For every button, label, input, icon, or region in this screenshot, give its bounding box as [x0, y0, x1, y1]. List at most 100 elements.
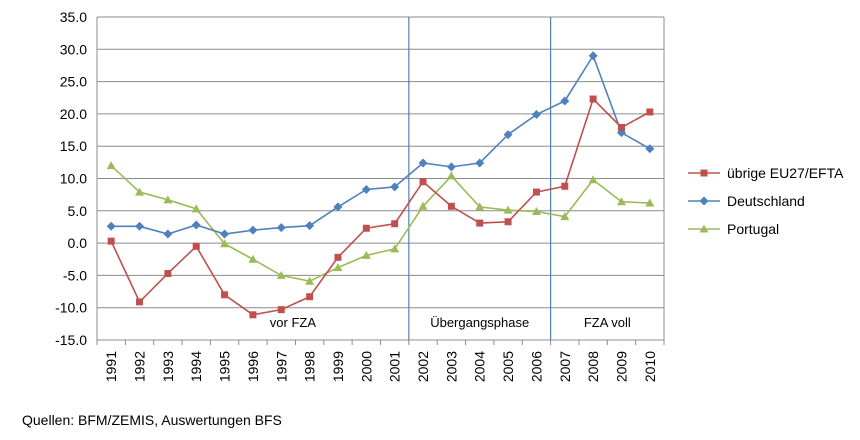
data-point	[362, 224, 370, 232]
data-point	[646, 108, 654, 116]
data-point	[361, 250, 371, 259]
data-point	[333, 202, 343, 212]
x-tick-label: 2009	[613, 351, 629, 382]
data-point	[220, 229, 230, 239]
data-point	[446, 162, 456, 172]
legend-label: Portugal	[727, 221, 779, 237]
data-point	[277, 306, 285, 314]
y-tick-label: 35.0	[60, 9, 87, 25]
x-axis-tick-labels: 1991 1992 1993 1994 1995 1996 1997 1998 1999 2000…	[103, 351, 658, 382]
y-tick-label: 25.0	[60, 74, 87, 90]
data-point	[306, 293, 314, 301]
x-tick-label: 1994	[188, 351, 204, 382]
phase-dividers	[408, 17, 552, 340]
x-tick-label: 1998	[302, 351, 318, 382]
data-point	[617, 123, 625, 131]
x-tick-label: 2006	[528, 351, 544, 382]
data-point	[192, 242, 200, 250]
data-point	[276, 270, 286, 279]
legend-item: Deutschland	[688, 193, 805, 209]
series-line	[110, 164, 650, 283]
y-tick-label: 5.0	[68, 203, 88, 219]
legend-item: übrige EU27/EFTA	[688, 165, 844, 181]
data-point	[248, 254, 258, 263]
data-point	[560, 96, 570, 106]
data-point	[135, 187, 145, 196]
data-point	[107, 237, 115, 245]
data-point	[531, 110, 541, 120]
data-point	[220, 239, 230, 248]
data-point	[418, 201, 428, 210]
legend: übrige EU27/EFTA Deutschland Portugal	[688, 165, 844, 237]
x-tick-label: 2005	[500, 351, 516, 382]
data-point	[163, 229, 173, 239]
data-point	[504, 218, 512, 226]
data-point	[191, 220, 201, 230]
phase-labels: vor FZA Übergangsphase FZA voll	[270, 315, 631, 330]
y-tick-label: -5.0	[63, 267, 87, 283]
data-point	[447, 202, 455, 210]
legend-label: übrige EU27/EFTA	[727, 165, 844, 181]
data-point	[106, 161, 116, 170]
data-point	[221, 291, 229, 299]
data-point	[136, 298, 144, 306]
y-tick-label: -15.0	[55, 332, 87, 348]
data-point	[503, 130, 513, 140]
data-point	[418, 158, 428, 168]
phase-label: vor FZA	[270, 315, 317, 330]
x-tick-label: 2004	[472, 351, 488, 382]
x-tick-label: 1993	[160, 351, 176, 382]
data-point	[390, 182, 400, 192]
data-point	[163, 195, 173, 204]
x-tick-label: 1997	[273, 351, 289, 382]
x-tick-label: 2010	[642, 351, 658, 382]
x-tick-label: 2000	[358, 351, 374, 382]
data-point	[588, 51, 598, 61]
data-point	[361, 184, 371, 194]
grid-lines	[97, 16, 664, 341]
line-chart: 35.0 30.0 25.0 20.0 15.0 10.0 5.0 0.0 -5.0 -10.0 -…	[55, 9, 844, 382]
data-point	[645, 144, 655, 154]
legend-label: Deutschland	[727, 193, 805, 209]
data-point	[561, 182, 569, 190]
phase-label: Übergangsphase	[430, 315, 529, 330]
y-tick-label: 30.0	[60, 41, 87, 57]
data-point	[475, 158, 485, 168]
y-tick-label: -10.0	[55, 300, 87, 316]
data-point	[390, 244, 400, 253]
series-0	[107, 95, 654, 319]
x-tick-label: 2001	[387, 351, 403, 382]
data-point	[164, 269, 172, 277]
data-point	[249, 311, 257, 319]
data-point	[305, 276, 315, 285]
data-point	[589, 95, 597, 103]
data-point	[391, 220, 399, 228]
x-tick-label: 1996	[245, 351, 261, 382]
data-point	[503, 205, 513, 214]
data-point	[333, 263, 343, 272]
data-point	[616, 197, 626, 206]
x-tick-label: 2008	[585, 351, 601, 382]
data-point	[419, 178, 427, 186]
data-point	[476, 219, 484, 227]
data-point	[305, 221, 315, 231]
y-tick-label: 0.0	[68, 235, 88, 251]
x-tick-label: 1995	[217, 351, 233, 382]
series-2	[106, 161, 655, 285]
x-tick-label: 1999	[330, 351, 346, 382]
data-point	[560, 212, 570, 221]
data-point	[276, 223, 286, 233]
data-point	[531, 206, 541, 215]
x-tick-label: 1992	[132, 351, 148, 382]
data-point	[446, 171, 456, 180]
data-point	[532, 188, 540, 196]
data-point	[106, 221, 116, 231]
data-point	[248, 225, 258, 235]
x-tick-label: 2007	[557, 351, 573, 382]
series-line	[111, 53, 651, 235]
series-line	[110, 97, 651, 316]
data-point	[191, 204, 201, 213]
y-tick-label: 15.0	[60, 138, 87, 154]
data-point	[135, 221, 145, 231]
y-axis-tick-labels: 35.0 30.0 25.0 20.0 15.0 10.0 5.0 0.0 -5.0 -10.0 -…	[55, 9, 87, 348]
